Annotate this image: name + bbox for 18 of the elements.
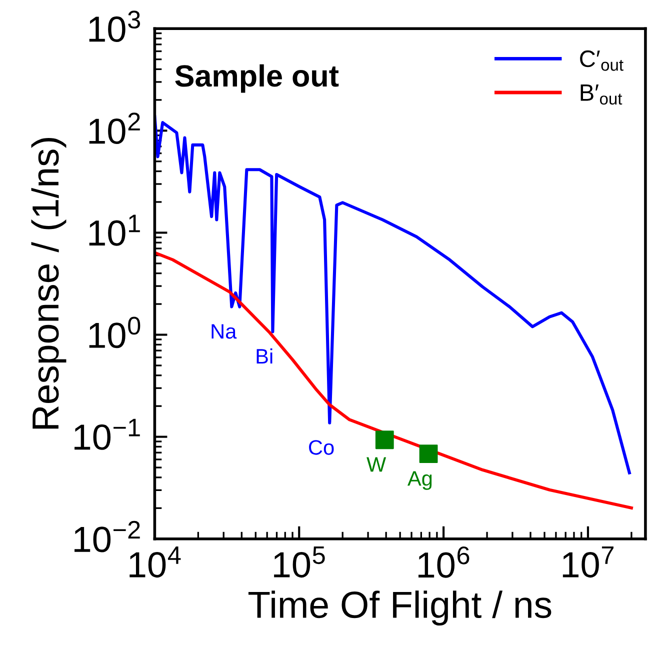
annotation: Na bbox=[212, 324, 237, 339]
y-tick-label: 10$^{0}$ bbox=[89, 316, 140, 348]
annotation: Bi bbox=[256, 348, 272, 364]
x-tick-label: 10$^{5}$ bbox=[274, 546, 325, 578]
y-tick-label: 10$^{1}$ bbox=[89, 214, 140, 246]
text: Sample out bbox=[175, 64, 339, 93]
annotation: Ag bbox=[407, 471, 432, 490]
legend-label: C′$_{out}$ bbox=[580, 50, 624, 71]
x-tick-label: 10$^{7}$ bbox=[562, 546, 614, 578]
legend-label: B′$_{out}$ bbox=[580, 84, 622, 105]
y-tick-label: 10$^{3}$ bbox=[89, 10, 140, 42]
x-tick-label: 10$^{6}$ bbox=[418, 546, 470, 578]
annotation: W bbox=[366, 457, 386, 472]
annotation: Co bbox=[309, 440, 334, 455]
y-tick-label: 10$^{2}$ bbox=[89, 112, 140, 144]
y-axis-title: Response / (1/ns) bbox=[31, 138, 66, 429]
x-axis-title: Time Of Flight / ns bbox=[248, 590, 552, 626]
y-tick-label: 10$^{−1}$ bbox=[74, 418, 140, 450]
